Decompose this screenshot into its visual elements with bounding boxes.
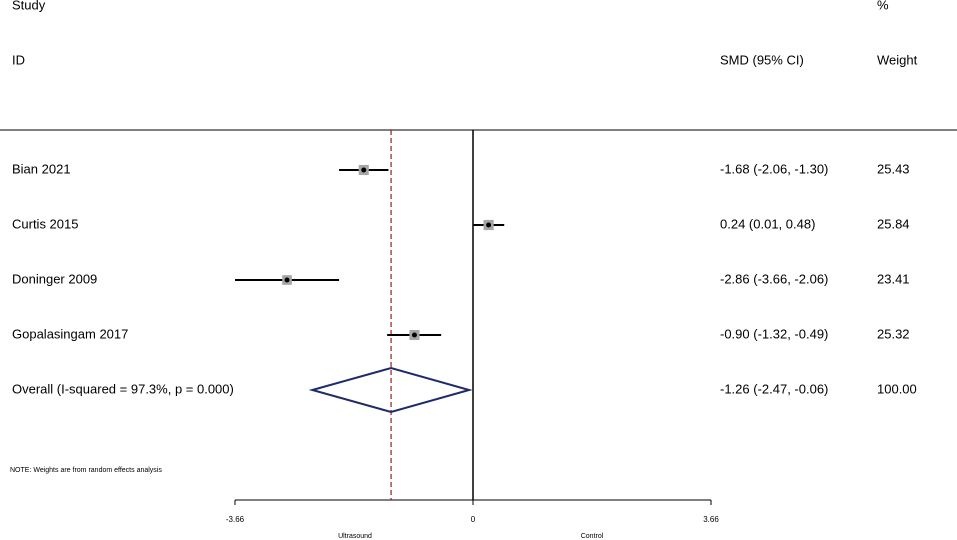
- study-name: Gopalasingam 2017: [12, 326, 128, 341]
- study-name: Bian 2021: [12, 161, 71, 176]
- header-effect: SMD (95% CI): [720, 52, 804, 67]
- x-tick-label: -3.66: [226, 515, 245, 524]
- overall-weight: 100.00: [877, 381, 917, 396]
- study-weight: 25.32: [877, 326, 910, 341]
- x-left-label: Ultrasound: [338, 533, 372, 540]
- study-name: Doninger 2009: [12, 271, 97, 286]
- point: [411, 332, 417, 338]
- header-percent: %: [877, 0, 889, 12]
- study-weight: 25.84: [877, 216, 910, 231]
- header-study: Study: [12, 0, 46, 12]
- study-name: Curtis 2015: [12, 216, 78, 231]
- x-tick-label: 0: [471, 515, 476, 524]
- header-id: ID: [12, 52, 25, 67]
- note: NOTE: Weights are from random effects an…: [10, 467, 162, 474]
- header-weight: Weight: [877, 52, 918, 67]
- study-ci: -1.68 (-2.06, -1.30): [720, 161, 828, 176]
- study-ci: 0.24 (0.01, 0.48): [720, 216, 815, 231]
- study-ci: -2.86 (-3.66, -2.06): [720, 271, 828, 286]
- overall-name: Overall (I-squared = 97.3%, p = 0.000): [12, 381, 234, 396]
- study-ci: -0.90 (-1.32, -0.49): [720, 326, 828, 341]
- x-tick-label: 3.66: [703, 515, 719, 524]
- point: [361, 167, 367, 173]
- study-weight: 23.41: [877, 271, 910, 286]
- point: [284, 277, 290, 283]
- overall-diamond: [308, 366, 473, 414]
- overall-ci: -1.26 (-2.47, -0.06): [720, 381, 828, 396]
- point: [486, 222, 492, 228]
- study-weight: 25.43: [877, 161, 910, 176]
- x-right-label: Control: [581, 533, 604, 540]
